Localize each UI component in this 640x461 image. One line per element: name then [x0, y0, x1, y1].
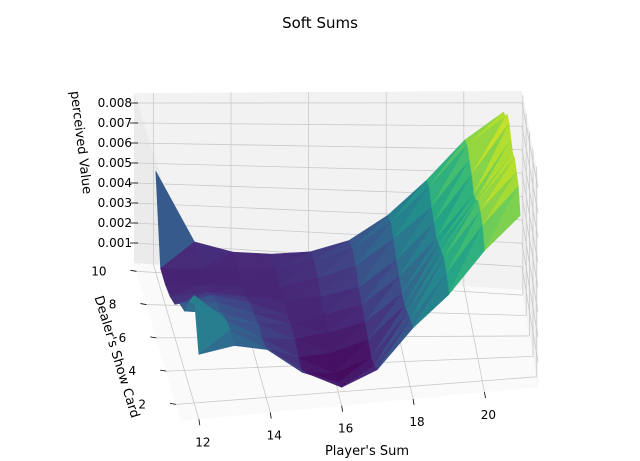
z-tick-label: 0.007	[98, 116, 132, 130]
y-tick-label: 6	[119, 331, 127, 345]
x-tick-label: 14	[267, 429, 282, 443]
axis-ticks: 12 14 16 18 20 2 4 6 8 10 0.001 0.002 0.003 0.004 0.00…	[91, 96, 496, 449]
grid-line	[133, 122, 523, 127]
grid-line	[521, 126, 539, 213]
x-axis-label: Player's Sum	[325, 444, 409, 459]
surface-facet	[341, 365, 378, 388]
grid-line	[521, 172, 539, 263]
z-axis-label: perceived Value	[67, 90, 95, 195]
surface-facet	[484, 186, 521, 251]
y-axis-label: Dealer's Show Card	[91, 294, 142, 420]
y-tick-label: 2	[138, 397, 146, 411]
y-tick	[169, 402, 177, 405]
surface-facet	[198, 330, 235, 355]
surface-facet	[412, 273, 450, 329]
x-tick	[484, 392, 486, 399]
grid-line	[176, 376, 537, 405]
surface-facet	[448, 225, 485, 295]
grid-line	[521, 196, 539, 288]
x-tick	[198, 419, 201, 426]
z-tick-label: 0.004	[98, 176, 132, 190]
x-tick	[341, 405, 344, 412]
surface-facet	[377, 320, 414, 370]
z-tick-label: 0.008	[98, 96, 132, 110]
surface-facet	[269, 349, 307, 374]
z-tick-label: 0.003	[98, 196, 132, 210]
grid-line	[521, 219, 539, 313]
z-tick-label: 0.002	[98, 216, 132, 230]
y-tick	[140, 303, 147, 305]
surface-facet	[305, 372, 342, 388]
z-tick-label: 0.005	[98, 156, 132, 170]
grid-line	[463, 285, 485, 393]
y-tick-label: 4	[129, 364, 137, 378]
grid-line	[521, 243, 539, 338]
z-tick-label: 0.001	[98, 236, 132, 250]
grid-line	[521, 266, 539, 363]
y-tick	[160, 369, 167, 372]
surface-facet	[234, 345, 271, 351]
grid-line	[153, 264, 200, 420]
y-tick-label: 8	[109, 298, 117, 312]
chart-title: Soft Sums	[282, 14, 358, 32]
z-tick-label: 0.006	[98, 136, 132, 150]
x-tick-label: 20	[481, 408, 496, 422]
y-tick-label: 10	[91, 264, 106, 278]
surface-plot	[155, 111, 521, 388]
y-tick	[130, 269, 137, 272]
x-tick	[269, 412, 272, 419]
x-tick	[412, 398, 415, 405]
x-tick-label: 12	[195, 435, 210, 449]
y-tick	[150, 336, 157, 339]
x-tick-label: 16	[338, 422, 353, 436]
grid-line	[521, 102, 539, 188]
x-tick-label: 18	[409, 415, 424, 429]
grid-line	[521, 149, 539, 238]
